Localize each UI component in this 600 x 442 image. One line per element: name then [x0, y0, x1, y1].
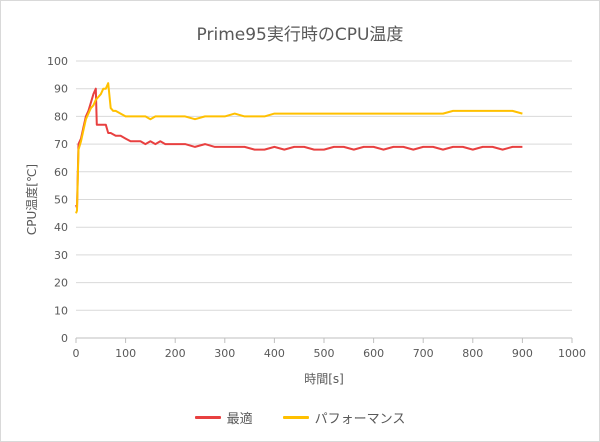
y-tick-label: 40: [54, 221, 68, 234]
legend-label-optimal: 最適: [226, 412, 253, 427]
series-line-1: [75, 82, 523, 214]
legend-swatch-performance: [282, 416, 309, 419]
legend-item-optimal: 最適: [194, 408, 253, 427]
x-axis-title: 時間[s]: [304, 372, 344, 386]
legend-item-performance: パフォーマンス: [282, 408, 406, 427]
x-tick-label: 300: [214, 347, 235, 360]
x-tick-label: 600: [363, 347, 384, 360]
y-tick-label: 10: [54, 304, 68, 317]
y-tick-label: 80: [54, 110, 68, 123]
x-tick-label: 500: [314, 347, 335, 360]
x-tick-label: 1000: [558, 347, 586, 360]
x-tick-label: 400: [264, 347, 285, 360]
y-tick-label: 50: [54, 194, 68, 207]
y-tick-label: 100: [47, 55, 68, 68]
legend: 最適 パフォーマンス: [0, 408, 600, 427]
x-tick-label: 700: [413, 347, 434, 360]
x-tick-label: 100: [115, 347, 136, 360]
y-tick-label: 20: [54, 277, 68, 290]
y-tick-label: 0: [61, 332, 68, 345]
y-tick-label: 60: [54, 166, 68, 179]
legend-swatch-optimal: [194, 416, 221, 419]
x-tick-label: 200: [165, 347, 186, 360]
legend-label-performance: パフォーマンス: [314, 412, 406, 427]
y-tick-label: 70: [54, 138, 68, 151]
x-tick-label: 0: [73, 347, 80, 360]
chart-title: Prime95実行時のCPU温度: [196, 25, 404, 45]
y-axis-title: CPU温度[℃]: [24, 164, 39, 235]
x-tick-label: 900: [512, 347, 533, 360]
series-line-0: [75, 87, 523, 209]
y-tick-label: 90: [54, 83, 68, 96]
x-tick-label: 800: [462, 347, 483, 360]
y-tick-label: 30: [54, 249, 68, 262]
